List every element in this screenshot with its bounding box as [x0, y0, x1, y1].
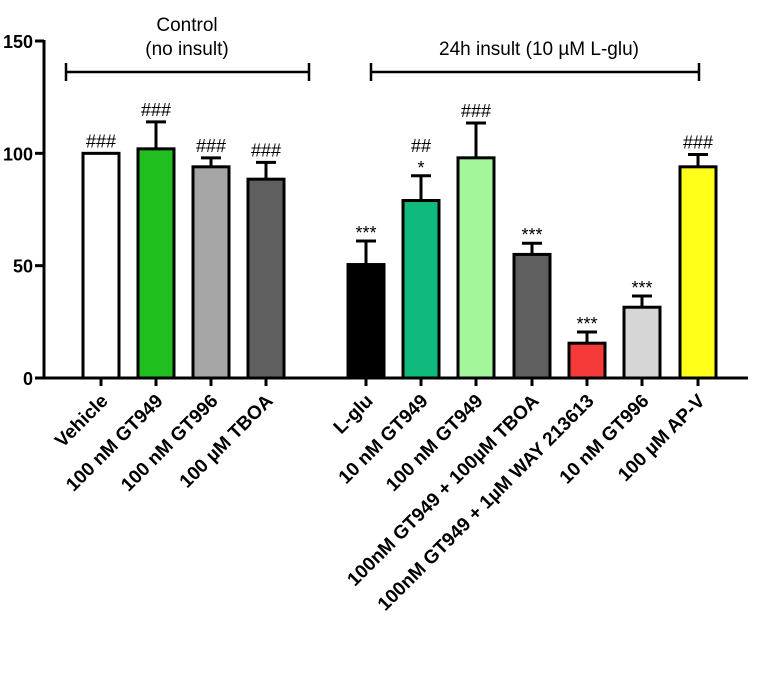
- y-tick-label: 150: [3, 32, 33, 52]
- bar: [678, 165, 718, 380]
- significance-stars: ***: [631, 278, 652, 298]
- bar: [191, 165, 231, 380]
- significance-hashes: ##: [411, 136, 431, 156]
- bars: [81, 147, 718, 380]
- error-bars: [146, 120, 708, 344]
- category-label: L-glu: [330, 391, 378, 439]
- group-label-insult: 24h insult (10 µM L-glu): [439, 39, 639, 60]
- group-label-control: Control: [156, 15, 217, 36]
- significance-stars: ***: [576, 314, 597, 334]
- significance-hashes: ###: [86, 131, 116, 151]
- significance-annotations: ######### ###****#####*********###: [86, 100, 713, 334]
- significance-stars: ***: [355, 223, 376, 243]
- bar: [622, 305, 662, 380]
- significance-hashes: ###: [251, 140, 281, 160]
- y-tick-label: 0: [23, 369, 33, 389]
- category-label: 100 nM GT949: [62, 391, 167, 496]
- group-brackets: Control (no insult) 24h insult (10 µM L-…: [64, 15, 701, 81]
- bar: [401, 199, 441, 380]
- y-tick-label: 50: [13, 257, 33, 277]
- category-label: 100 nM GT949: [382, 391, 487, 496]
- significance-stars: ***: [521, 225, 542, 245]
- group-sublabel-control: (no insult): [145, 39, 228, 60]
- y-axis: 0 50 100 150: [3, 32, 46, 389]
- significance-hashes: ###: [461, 101, 491, 121]
- significance-hashes: ###: [683, 132, 713, 152]
- category-label: 100 µM TBOA: [176, 390, 278, 492]
- bar: [512, 252, 552, 380]
- bar: [567, 341, 607, 380]
- y-tick-label: 100: [3, 144, 33, 164]
- significance-hashes: ###: [196, 136, 226, 156]
- bar: [346, 263, 386, 380]
- bar: [81, 151, 121, 380]
- significance-hashes: ###: [141, 100, 171, 120]
- bar: [136, 147, 176, 380]
- significance-stars: *: [417, 158, 424, 178]
- bar: [246, 177, 286, 380]
- bar: [456, 156, 496, 380]
- category-label: 100 nM GT996: [117, 391, 222, 496]
